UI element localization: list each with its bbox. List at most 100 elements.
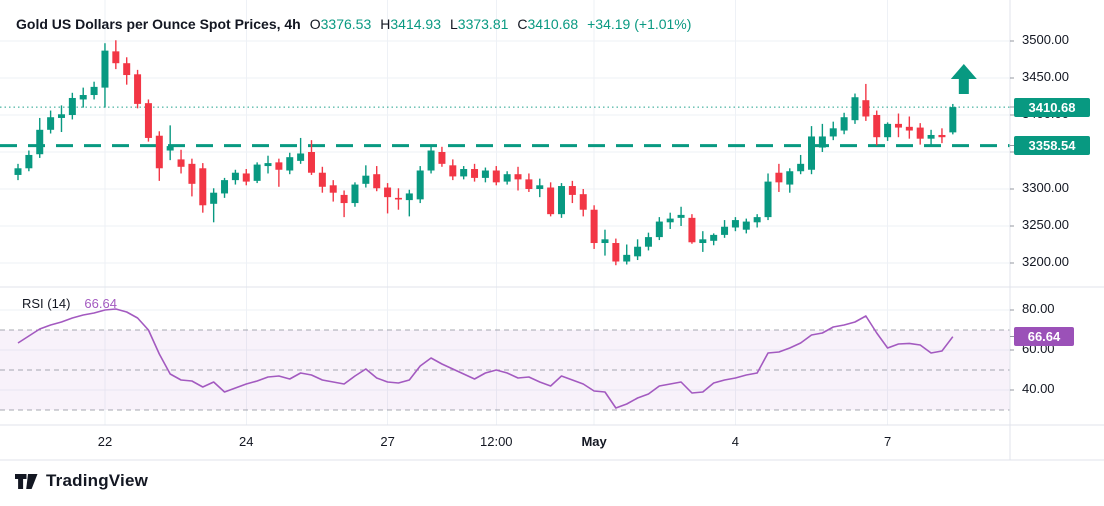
candle-body bbox=[286, 157, 294, 171]
candle-body bbox=[253, 164, 261, 181]
candle-body bbox=[840, 117, 848, 131]
candle-body bbox=[25, 154, 33, 169]
candle-body bbox=[547, 187, 555, 215]
candle-body bbox=[123, 63, 131, 76]
candle-body bbox=[438, 152, 446, 164]
candle-body bbox=[536, 185, 544, 189]
candle-body bbox=[666, 218, 674, 223]
candle-body bbox=[307, 152, 315, 173]
candle-body bbox=[873, 115, 881, 138]
candle-body bbox=[558, 186, 565, 215]
candle-body bbox=[786, 171, 794, 185]
candle-body bbox=[721, 226, 729, 235]
candle-body bbox=[731, 220, 739, 228]
rsi-title: RSI (14) bbox=[22, 296, 71, 311]
candle-body bbox=[416, 170, 424, 200]
price-badge: 3358.54 bbox=[1014, 136, 1090, 156]
candle-body bbox=[101, 50, 109, 88]
candle-body bbox=[242, 173, 250, 182]
candle-body bbox=[514, 174, 522, 180]
candle-body bbox=[47, 117, 55, 130]
candle-body bbox=[916, 127, 924, 139]
candle-body bbox=[471, 169, 479, 178]
candle-body bbox=[905, 126, 913, 131]
candle-body bbox=[90, 86, 98, 96]
close-value: C3410.68 bbox=[517, 16, 579, 32]
candle-body bbox=[949, 107, 957, 133]
tradingview-logo[interactable]: TradingView bbox=[14, 471, 148, 491]
candle-body bbox=[851, 97, 859, 121]
rsi-axis-label: 80.00 bbox=[1022, 301, 1055, 316]
candle-body bbox=[927, 134, 935, 139]
time-axis-label: 22 bbox=[97, 434, 113, 449]
candle-body bbox=[297, 153, 305, 161]
time-axis-label: 12:00 bbox=[479, 434, 513, 449]
price-axis-label: 3300.00 bbox=[1022, 180, 1069, 195]
candle-body bbox=[144, 103, 152, 138]
rsi-header: RSI (14) 66.64 bbox=[22, 296, 117, 311]
price-axis-label: 3500.00 bbox=[1022, 32, 1069, 47]
candle-body bbox=[340, 194, 348, 204]
candle-body bbox=[590, 209, 598, 244]
candle-body bbox=[449, 165, 457, 177]
up-arrow-icon bbox=[950, 64, 977, 94]
candle-body bbox=[373, 174, 381, 189]
price-axis-label: 3250.00 bbox=[1022, 217, 1069, 232]
rsi-badge: 66.64 bbox=[1014, 327, 1074, 347]
price-axis-label: 3200.00 bbox=[1022, 254, 1069, 269]
candle-body bbox=[199, 168, 207, 206]
candle-body bbox=[808, 136, 816, 170]
candle-body bbox=[210, 192, 218, 204]
time-axis-label: 7 bbox=[883, 434, 892, 449]
candle-body bbox=[797, 163, 805, 172]
candle-body bbox=[231, 172, 239, 181]
candle-body bbox=[753, 217, 761, 223]
candle-body bbox=[579, 194, 587, 210]
rsi-value: 66.64 bbox=[84, 296, 117, 311]
candle-body bbox=[699, 239, 707, 244]
candle-body bbox=[775, 172, 783, 183]
price-axis[interactable]: 3500.003450.003400.003350.003300.003250.… bbox=[1010, 0, 1104, 460]
symbol-header: Gold US Dollars per Ounce Spot Prices, 4… bbox=[16, 16, 691, 32]
rsi-axis-label: 40.00 bbox=[1022, 381, 1055, 396]
time-axis-label: 27 bbox=[380, 434, 395, 449]
time-axis-label: 24 bbox=[239, 434, 254, 449]
candle-body bbox=[612, 243, 620, 262]
candle-body bbox=[384, 187, 392, 198]
candle-body bbox=[710, 234, 718, 241]
tradingview-logo-icon bbox=[15, 473, 38, 489]
candle-body bbox=[14, 168, 22, 175]
candle-body bbox=[460, 169, 468, 177]
change-value: +34.19 (+1.01%) bbox=[587, 16, 692, 32]
price-axis-label: 3450.00 bbox=[1022, 69, 1069, 84]
candle-body bbox=[688, 217, 696, 243]
candle-body bbox=[394, 197, 402, 200]
candle-body bbox=[894, 123, 902, 128]
candle-body bbox=[568, 186, 576, 195]
candle-body bbox=[79, 95, 87, 100]
candle-body bbox=[623, 254, 631, 262]
candle-body bbox=[492, 170, 500, 183]
candle-body bbox=[155, 135, 163, 169]
candle-body bbox=[427, 150, 435, 171]
candle-body bbox=[68, 97, 76, 115]
candle-body bbox=[188, 163, 196, 184]
candle-body bbox=[818, 136, 826, 148]
candle-body bbox=[503, 174, 511, 182]
candle-body bbox=[134, 74, 142, 104]
time-axis[interactable]: 22 24 27 12:00 May 4 7 bbox=[0, 425, 1104, 460]
high-value: H3414.93 bbox=[380, 16, 441, 32]
candle-body bbox=[764, 181, 772, 218]
candle-body bbox=[221, 180, 229, 194]
candle-body bbox=[177, 159, 185, 167]
candle-body bbox=[362, 175, 370, 184]
low-value: L3373.81 bbox=[449, 16, 509, 32]
candle-body bbox=[938, 134, 946, 138]
candle-body bbox=[481, 170, 489, 178]
candle-body bbox=[634, 246, 642, 257]
candle-body bbox=[677, 214, 685, 218]
candle-body bbox=[166, 146, 174, 151]
candle-body bbox=[275, 162, 283, 170]
